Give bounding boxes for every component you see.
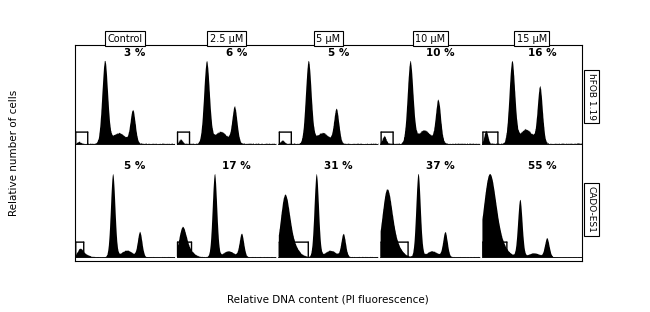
Text: 5 μM: 5 μM <box>316 34 341 44</box>
Text: 6 %: 6 % <box>226 48 247 58</box>
Text: hFOB 1.19: hFOB 1.19 <box>587 73 596 120</box>
Text: 37 %: 37 % <box>426 161 454 171</box>
Text: Relative DNA content (PI fluorescence): Relative DNA content (PI fluorescence) <box>227 294 429 304</box>
Text: 3 %: 3 % <box>124 48 146 58</box>
Text: Control: Control <box>107 34 142 44</box>
Text: 2.5 μM: 2.5 μM <box>210 34 243 44</box>
Text: 15 μM: 15 μM <box>517 34 547 44</box>
Text: 10 %: 10 % <box>426 48 454 58</box>
Text: 17 %: 17 % <box>222 161 251 171</box>
Text: CADO-ES1: CADO-ES1 <box>587 186 596 233</box>
Text: 5 %: 5 % <box>124 161 146 171</box>
Text: 55 %: 55 % <box>528 161 556 171</box>
Text: 31 %: 31 % <box>324 161 352 171</box>
Text: Relative number of cells: Relative number of cells <box>9 90 20 216</box>
Text: 10 μM: 10 μM <box>415 34 445 44</box>
Text: 5 %: 5 % <box>328 48 349 58</box>
Text: 16 %: 16 % <box>528 48 556 58</box>
